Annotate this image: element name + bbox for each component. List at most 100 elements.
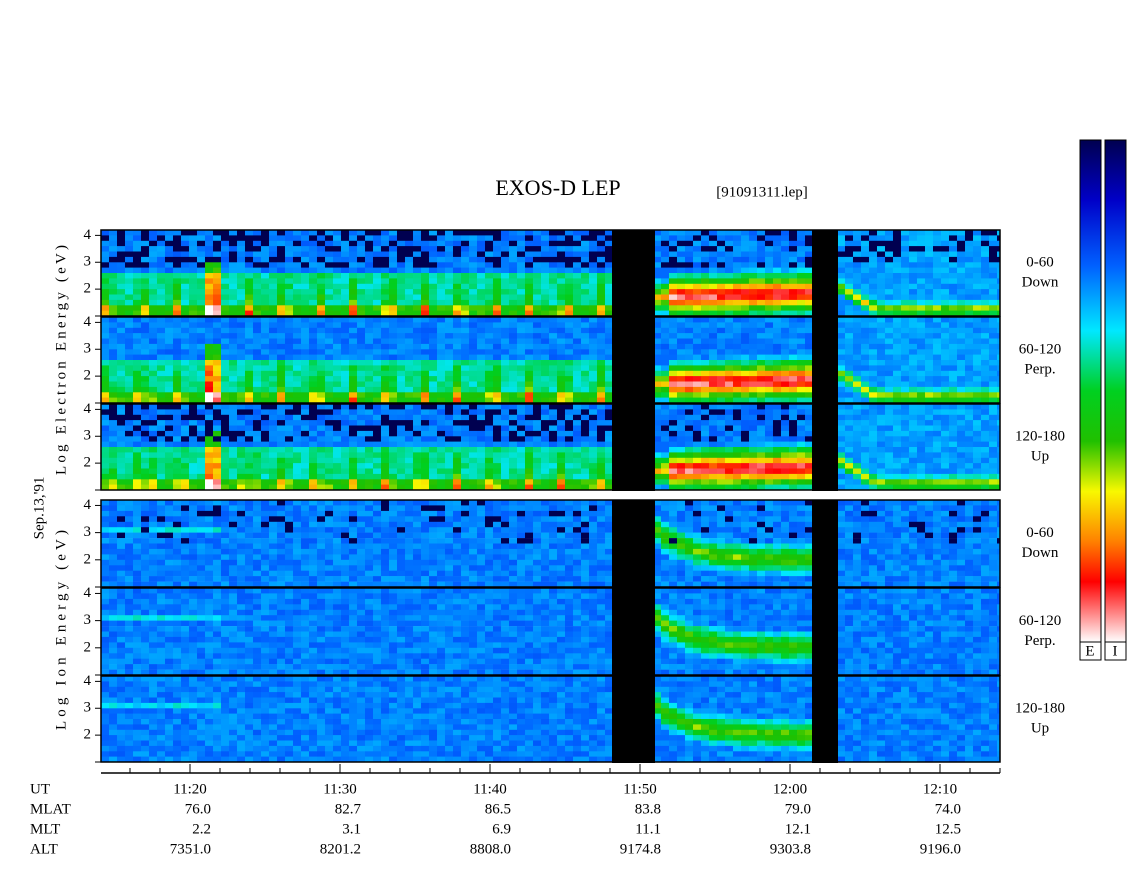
spectrogram-cell [133,333,142,339]
spectrogram-cell [869,338,878,345]
spectrogram-cell [525,289,534,295]
spectrogram-cell [941,376,950,382]
spectrogram-cell [733,436,742,442]
spectrogram-cell [285,305,294,311]
spectrogram-cell [373,294,382,301]
spectrogram-cell [365,256,374,263]
spectrogram-cell [565,370,574,377]
spectrogram-cell [285,479,294,485]
spectrogram-cell [509,267,518,274]
spectrogram-cell [781,425,790,432]
spectrogram-cell [397,436,406,442]
spectrogram-cell [117,414,126,421]
spectrogram-cell [197,457,206,464]
spectrogram-cell [205,479,214,485]
spectrogram-cell [173,349,182,355]
spectrogram-cell [421,392,430,398]
spectrogram-cell [725,409,734,416]
spectrogram-cell [661,365,670,372]
spectrogram-cell [853,370,862,377]
spectrogram-cell [909,256,918,263]
spectrogram-cell [197,343,206,350]
spectrogram-cell [741,365,750,372]
spectrogram-cell [421,452,430,459]
spectrogram-cell [109,246,118,252]
spectrogram-cell [285,409,294,416]
spectrogram-cell [285,349,294,355]
spectrogram-cell [701,479,710,485]
spectrogram-cell [557,468,566,475]
spectrogram-cell [533,420,542,426]
spectrogram-cell [677,376,686,382]
spectrogram-cell [549,230,558,236]
spectrogram-cell [141,230,150,236]
spectrogram-cell [173,397,182,404]
spectrogram-cell [781,397,790,404]
spectrogram-cell [117,256,126,263]
spectrogram-cell [333,322,342,329]
spectrogram-cell [909,310,918,317]
spectrogram-cell [157,283,166,290]
spectrogram-cell [293,338,302,345]
spectrogram-cell [653,299,662,306]
spectrogram-cell [965,392,974,398]
spectrogram-cell [165,370,174,377]
spectrogram-cell [877,299,886,306]
spectrogram-cell [157,370,166,377]
spectrogram-cell [693,414,702,421]
spectrogram-cell [469,333,478,339]
spectrogram-cell [733,452,742,459]
spectrogram-cell [861,349,870,355]
spectrogram-cell [141,299,150,306]
spectrogram-cell [605,299,614,306]
spectrogram-cell [293,267,302,274]
spectrogram-cell [293,327,302,334]
spectrogram-cell [365,267,374,274]
spectrogram-cell [205,327,214,334]
spectrogram-cell [757,235,766,242]
spectrogram-cell [253,354,262,361]
spectrogram-cell [277,235,286,242]
spectrogram-cell [933,386,942,393]
spectrogram-cell [149,246,158,252]
spectrogram-cell [453,338,462,345]
spectrogram-cell [893,289,902,295]
spectrogram-cell [653,294,662,301]
spectrogram-cell [157,267,166,274]
spectrogram-cell [421,251,430,258]
spectrogram-cell [765,230,774,236]
spectrogram-cell [269,317,278,323]
spectrogram-cell [669,256,678,263]
spectrogram-cell [421,262,430,268]
spectrogram-cell [741,310,750,317]
spectrogram-cell [125,299,134,306]
spectrogram-cell [413,420,422,426]
spectrogram-cell [485,235,494,242]
spectrogram-cell [733,349,742,355]
spectrogram-cell [429,386,438,393]
spectrogram-cell [213,262,222,268]
spectrogram-cell [325,430,334,437]
spectrogram-cell [461,365,470,372]
spectrogram-cell [517,473,526,480]
spectrogram-cell [477,404,486,410]
spectrogram-cell [165,278,174,285]
spectrogram-cell [261,246,270,252]
spectrogram-cell [605,305,614,311]
spectrogram-cell [741,370,750,377]
spectrogram-cell [485,317,494,323]
spectrogram-cell [229,365,238,372]
spectrogram-cell [389,354,398,361]
spectrogram-cell [157,338,166,345]
spectrogram-cell [165,310,174,317]
spectrogram-cell [221,468,230,475]
spectrogram-cell [717,251,726,258]
spectrogram-cell [197,333,206,339]
spectrogram-cell [605,354,614,361]
spectrogram-cell [117,317,126,323]
spectrogram-cell [301,246,310,252]
spectrogram-cell [861,230,870,236]
spectrogram-cell [669,392,678,398]
spectrogram-cell [165,273,174,279]
spectrogram-cell [573,468,582,475]
